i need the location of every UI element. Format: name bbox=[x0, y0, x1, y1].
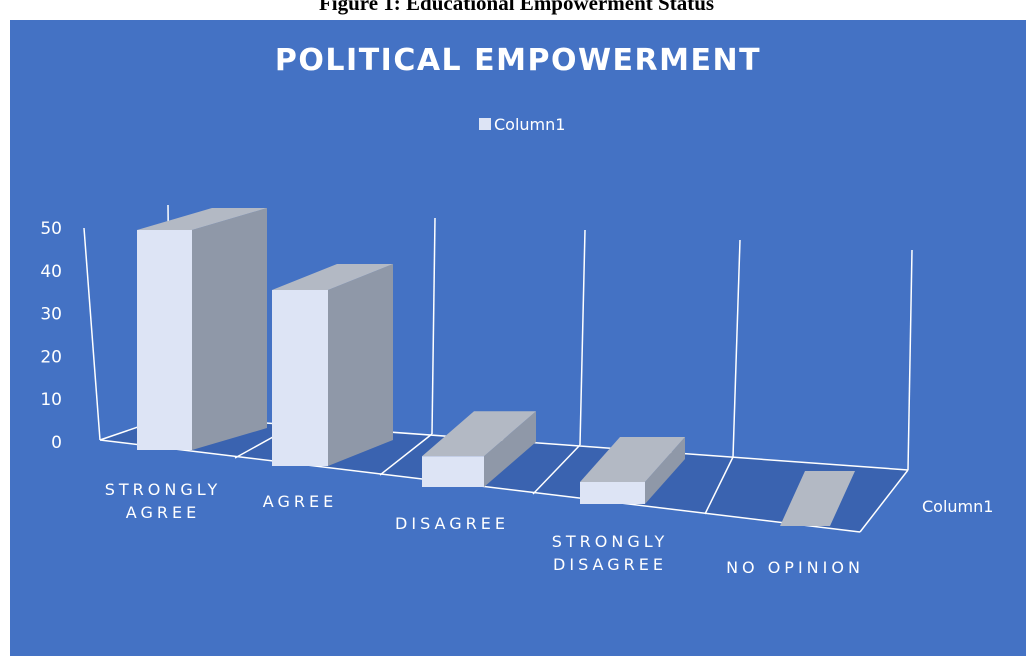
bar-top bbox=[137, 208, 267, 230]
y-tick-label: 10 bbox=[40, 390, 62, 410]
legend-swatch bbox=[479, 118, 491, 130]
y-tick-label: 40 bbox=[40, 262, 62, 282]
chart-title: POLITICAL EMPOWERMENT bbox=[275, 43, 761, 78]
legend-label: Column1 bbox=[494, 115, 565, 134]
bar bbox=[272, 264, 393, 466]
bar bbox=[422, 411, 536, 487]
depth-axis-label: Column1 bbox=[922, 497, 993, 516]
figure-caption: Figure 1: Educational Empowerment Status bbox=[318, 0, 715, 15]
bar-top bbox=[272, 264, 393, 290]
y-tick-label: 50 bbox=[40, 219, 62, 239]
x-tick-label: STRONGLY AGREE bbox=[104, 480, 222, 522]
bar-top bbox=[780, 471, 855, 526]
x-tick-label: NO OPINION bbox=[726, 558, 864, 577]
bar-front bbox=[580, 482, 645, 504]
bar-front bbox=[422, 456, 484, 487]
bar-top bbox=[422, 411, 536, 457]
y-tick-label: 30 bbox=[40, 305, 62, 325]
bar-side bbox=[645, 437, 685, 504]
bar bbox=[780, 471, 855, 526]
bar-side bbox=[192, 208, 267, 450]
x-tick-label: AGREE bbox=[262, 492, 338, 511]
bar-front bbox=[137, 230, 192, 450]
bar-side bbox=[484, 411, 536, 487]
bar-side bbox=[328, 264, 393, 466]
bar-front bbox=[272, 290, 328, 466]
y-tick-label: 20 bbox=[40, 347, 62, 367]
bar-top bbox=[580, 437, 685, 482]
bar bbox=[580, 437, 685, 504]
bar bbox=[137, 208, 267, 450]
x-tick-label: STRONGLY DISAGREE bbox=[551, 532, 669, 574]
y-tick-label: 0 bbox=[51, 433, 62, 453]
x-tick-label: DISAGREE bbox=[395, 514, 509, 533]
